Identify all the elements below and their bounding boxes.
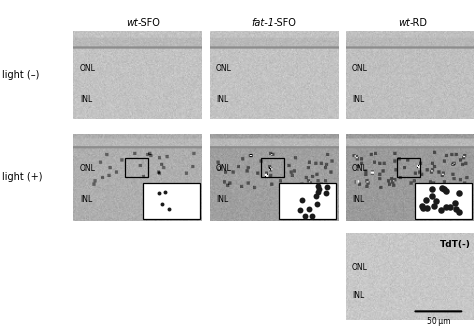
Bar	[125, 158, 148, 177]
Point	[428, 186, 436, 191]
Point	[452, 206, 460, 212]
Point	[322, 190, 329, 195]
Point	[315, 186, 323, 191]
Point	[298, 197, 306, 203]
Text: INL: INL	[80, 195, 92, 204]
Point	[423, 197, 430, 202]
Text: ONL: ONL	[80, 164, 96, 173]
Point	[455, 210, 463, 215]
Bar	[279, 182, 336, 219]
Point	[451, 201, 458, 206]
Point	[446, 204, 454, 210]
Point	[313, 202, 321, 207]
Text: INL: INL	[216, 95, 228, 104]
Point	[158, 201, 165, 207]
Point	[301, 213, 309, 218]
Point	[296, 208, 304, 213]
Text: fat-1: fat-1	[251, 18, 274, 28]
Text: ONL: ONL	[352, 263, 368, 272]
Point	[314, 183, 321, 189]
Point	[440, 187, 448, 192]
Point	[165, 206, 173, 211]
Text: wt: wt	[126, 18, 138, 28]
Text: INL: INL	[352, 195, 364, 204]
Text: TdT(-): TdT(-)	[440, 240, 471, 248]
Text: INL: INL	[80, 95, 92, 104]
Text: ONL: ONL	[216, 164, 232, 173]
Point	[438, 185, 446, 190]
Point	[308, 213, 316, 218]
Text: INL: INL	[352, 291, 364, 300]
Bar	[143, 182, 200, 219]
Bar	[397, 158, 420, 177]
Point	[324, 184, 331, 190]
Text: light (–): light (–)	[2, 70, 40, 80]
Point	[419, 204, 426, 209]
Point	[442, 204, 449, 209]
Point	[155, 190, 162, 195]
Point	[430, 204, 438, 209]
Point	[314, 190, 321, 195]
Point	[455, 191, 463, 196]
Text: 50 μm: 50 μm	[427, 316, 450, 326]
Text: light (+): light (+)	[2, 172, 43, 182]
Point	[442, 188, 449, 193]
Bar	[415, 182, 472, 219]
Point	[424, 205, 431, 211]
Text: -SFO: -SFO	[274, 18, 297, 28]
Text: INL: INL	[216, 195, 228, 204]
Text: ONL: ONL	[352, 164, 368, 173]
Text: ONL: ONL	[352, 64, 368, 73]
Point	[432, 198, 440, 204]
Point	[162, 189, 169, 194]
Text: INL: INL	[352, 95, 364, 104]
Point	[419, 205, 427, 211]
Text: wt: wt	[398, 18, 410, 28]
Point	[437, 207, 445, 213]
Text: -RD: -RD	[410, 18, 428, 28]
Text: ONL: ONL	[216, 64, 232, 73]
Point	[312, 193, 319, 199]
Point	[305, 207, 313, 212]
Text: -SFO: -SFO	[138, 18, 161, 28]
Point	[428, 194, 436, 199]
Text: ONL: ONL	[80, 64, 96, 73]
Bar	[261, 158, 284, 177]
